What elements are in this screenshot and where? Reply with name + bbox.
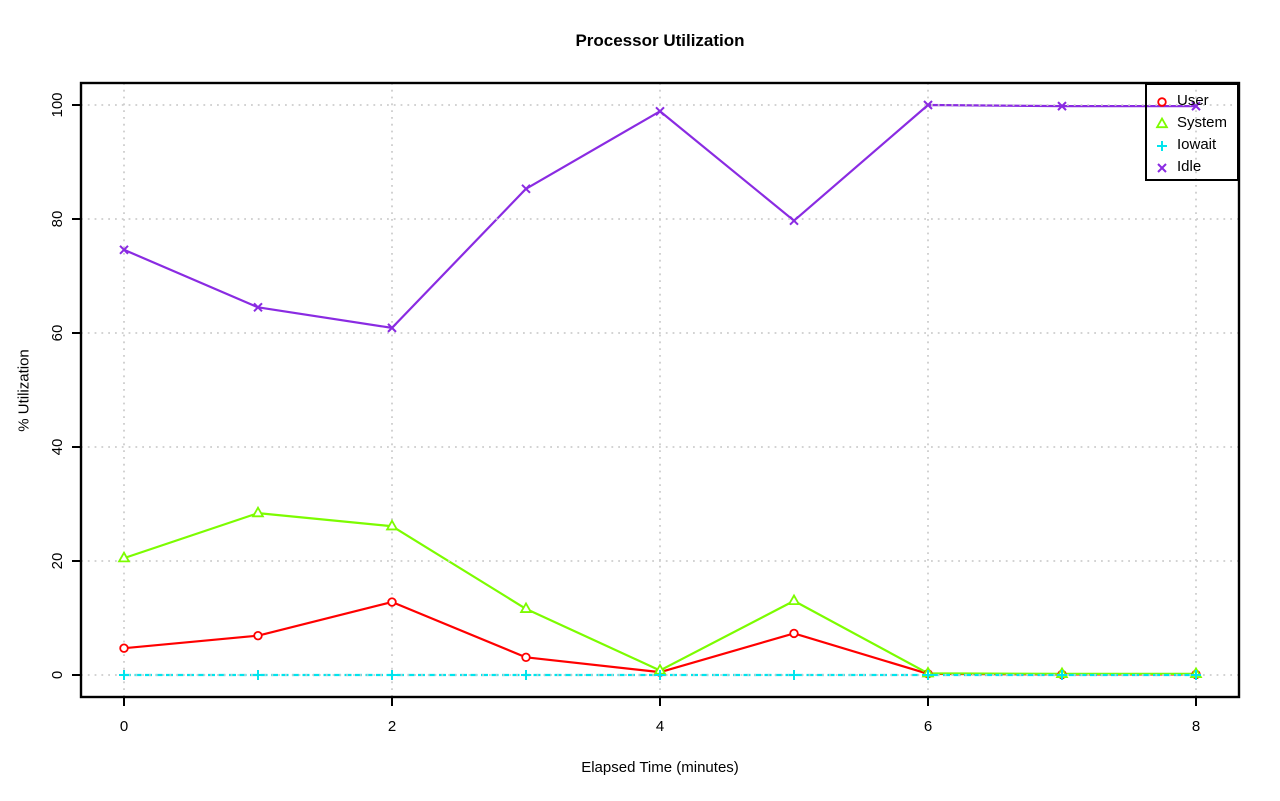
legend-item-idle: Idle <box>1147 156 1237 178</box>
marker-x-idle <box>1057 101 1067 111</box>
marker-circle-user <box>387 597 397 607</box>
legend-item-iowait: Iowait <box>1147 134 1237 156</box>
marker-triangle-system <box>117 550 131 563</box>
marker-x-idle <box>655 106 665 116</box>
legend-x-icon <box>1157 163 1167 173</box>
legend-circle-icon <box>1157 97 1167 107</box>
legend-label-system: System <box>1177 114 1228 131</box>
marker-x-idle <box>923 100 933 110</box>
marker-triangle-system <box>519 601 533 613</box>
legend-item-user: User <box>1147 90 1237 112</box>
plot-border <box>79 81 1241 699</box>
x-tick-label: 2 <box>388 718 396 735</box>
legend-label-idle: Idle <box>1177 158 1202 175</box>
y-tick-label: 60 <box>49 325 66 342</box>
y-tick-label: 80 <box>49 211 66 228</box>
legend-circle-icon <box>1157 97 1167 107</box>
marker-x-idle <box>789 216 799 226</box>
y-tick-label: 0 <box>49 671 66 679</box>
marker-circle-user <box>521 652 531 663</box>
chart-title: Processor Utilization <box>575 31 745 50</box>
x-tick-label: 6 <box>924 718 932 735</box>
x-tick-label: 8 <box>1192 718 1200 735</box>
marker-x-idle <box>1191 101 1201 111</box>
y-tick-label: 40 <box>49 439 66 456</box>
marker-triangle-system <box>385 519 399 531</box>
x-tick-label: 0 <box>120 718 128 735</box>
marker-x-idle <box>253 302 263 313</box>
marker-triangle-system <box>251 505 265 518</box>
legend-plus-icon <box>1157 141 1167 151</box>
legend: User System Iowait Idle <box>1145 83 1239 181</box>
marker-x-idle <box>387 323 397 333</box>
legend-triangle-icon <box>1155 116 1169 129</box>
x-tick-label: 4 <box>656 718 664 735</box>
y-axis-title: % Utilization <box>15 349 33 432</box>
legend-label-user: User <box>1177 92 1209 109</box>
x-axis-title: Elapsed Time (minutes) <box>581 759 739 776</box>
legend-label-iowait: Iowait <box>1177 136 1217 153</box>
marker-x-idle <box>119 245 129 255</box>
y-tick-label: 20 <box>49 553 66 570</box>
y-tick-label: 100 <box>49 92 66 117</box>
marker-circle-user <box>253 630 263 641</box>
legend-x-icon <box>1157 163 1167 173</box>
legend-item-system: System <box>1147 112 1237 134</box>
marker-triangle-system <box>787 593 801 605</box>
marker-x-idle <box>521 184 531 194</box>
legend-triangle-icon <box>1155 116 1169 129</box>
marker-circle-user <box>789 628 799 639</box>
marker-circle-user <box>119 643 129 653</box>
